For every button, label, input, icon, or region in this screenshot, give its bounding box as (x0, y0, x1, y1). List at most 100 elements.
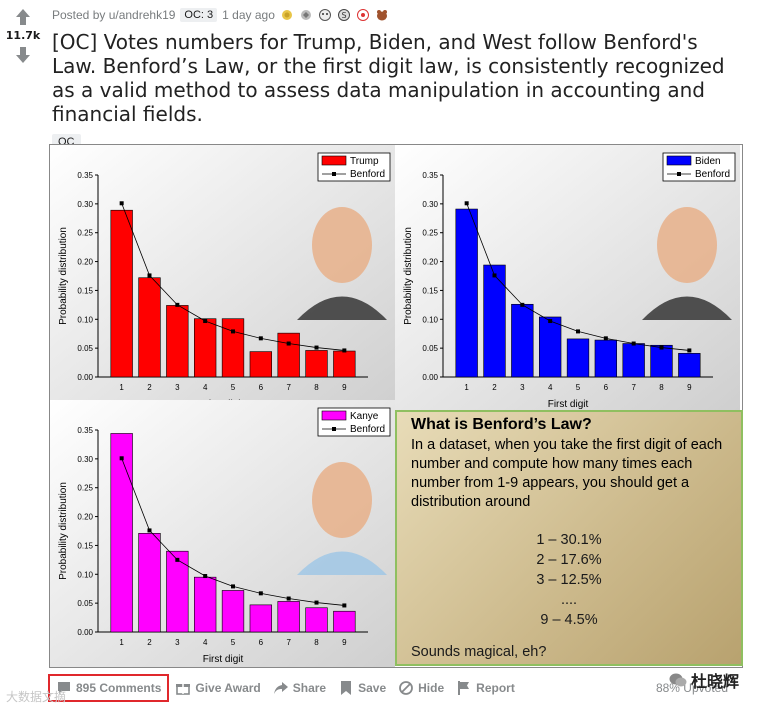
legend-label: Benford (350, 424, 385, 435)
y-axis-label: Probability distribution (58, 482, 69, 580)
post-actions: 895 Comments Give Award Share Save Hide … (48, 674, 758, 702)
benford-point (342, 603, 347, 608)
vote-score: 11.7k (5, 29, 41, 42)
save-button[interactable]: Save (332, 676, 392, 700)
bar (166, 305, 189, 378)
x-tick-label: 3 (520, 383, 525, 392)
report-button[interactable]: Report (450, 676, 521, 700)
bar (539, 316, 562, 378)
benford-point (576, 329, 580, 334)
x-tick-label: 6 (259, 638, 264, 647)
award-icon[interactable] (280, 8, 294, 22)
y-tick-label: 0.15 (77, 286, 93, 295)
comments-button[interactable]: 895 Comments (48, 674, 170, 702)
chart-kanye-svg: 0.00 0.05 0.10 0.15 0.20 0.25 0.30 0.35 Probabil… (50, 400, 395, 667)
x-tick-label: 1 (464, 383, 469, 392)
bar (249, 604, 272, 633)
x-axis-label: First digit (548, 399, 589, 410)
y-tick-label: 0.35 (77, 171, 93, 180)
give-award-button[interactable]: Give Award (169, 676, 266, 700)
x-tick-label: 4 (203, 383, 208, 392)
wechat-icon (669, 673, 687, 687)
benford-point (548, 319, 553, 324)
bar (138, 277, 161, 378)
benford-point (286, 596, 291, 601)
share-icon (273, 682, 288, 694)
legend-marker (332, 172, 336, 176)
legend-swatch (321, 410, 347, 421)
bar (305, 350, 328, 378)
portrait-body (642, 296, 732, 320)
benford-point (175, 302, 180, 307)
posted-by[interactable]: Posted by u/andrehk19 (52, 8, 176, 22)
hide-button[interactable]: Hide (392, 676, 450, 700)
x-tick-label: 2 (492, 383, 497, 392)
award-icon[interactable] (375, 8, 389, 22)
x-tick-label: 9 (342, 638, 347, 647)
x-tick-label: 2 (147, 383, 152, 392)
bookmark-icon (341, 681, 352, 695)
legend-marker (677, 172, 681, 176)
x-axis-label: First digit (203, 654, 244, 665)
x-tick-label: 2 (147, 638, 152, 647)
benford-point (147, 273, 152, 278)
bar (594, 339, 617, 378)
y-tick-label: 0.20 (77, 258, 93, 267)
downvote-arrow-icon[interactable] (15, 46, 31, 64)
info-value: 3 – 12.5% (536, 572, 602, 588)
give-award-label: Give Award (195, 681, 261, 695)
vote-column: 11.7k (0, 0, 46, 64)
info-tail: Sounds magical, eh? (411, 644, 547, 660)
x-tick-label: 5 (576, 383, 581, 392)
benford-point (286, 341, 291, 346)
legend-swatch (666, 155, 692, 166)
upvote-arrow-icon[interactable] (15, 8, 31, 26)
x-tick-label: 7 (286, 383, 291, 392)
y-tick-label: 0.00 (77, 373, 93, 382)
legend-label: Biden (695, 156, 721, 167)
bar (277, 332, 300, 378)
post-time[interactable]: 1 day ago (222, 8, 275, 22)
y-tick-label: 0.05 (77, 344, 93, 353)
x-tick-label: 6 (604, 383, 609, 392)
y-tick-label: 0.30 (77, 455, 93, 464)
legend-marker (332, 427, 336, 431)
y-tick-label: 0.10 (422, 315, 438, 324)
benford-info-box: What is Benford’s Law? In a dataset, whe… (395, 410, 743, 666)
award-icon[interactable]: S (337, 8, 351, 22)
watermark-right-text: 杜晓辉 (690, 672, 739, 691)
y-axis-label: Probability distribution (403, 227, 414, 325)
x-tick-label: 9 (687, 383, 692, 392)
benford-point (203, 574, 208, 579)
award-icon[interactable] (318, 8, 332, 22)
bar (455, 208, 478, 378)
info-value: 1 – 30.1% (536, 532, 602, 548)
benford-point (603, 336, 608, 341)
award-icon[interactable] (356, 8, 370, 22)
y-tick-label: 0.20 (422, 258, 438, 267)
info-value: 9 – 4.5% (540, 612, 598, 628)
hide-label: Hide (418, 681, 445, 695)
bar (566, 338, 590, 378)
bar (483, 264, 506, 378)
bar (511, 303, 534, 378)
x-tick-label: 3 (175, 638, 180, 647)
legend-label: Benford (350, 169, 385, 180)
benford-point (119, 456, 124, 461)
x-tick-label: 7 (631, 383, 636, 392)
y-tick-label: 0.00 (422, 373, 438, 382)
y-tick-label: 0.15 (77, 541, 93, 550)
legend-swatch (321, 155, 347, 166)
y-tick-label: 0.25 (77, 229, 93, 238)
x-tick-label: 3 (175, 383, 180, 392)
save-label: Save (358, 681, 387, 695)
y-tick-label: 0.35 (77, 426, 93, 435)
info-value: .... (560, 592, 578, 608)
benford-point (258, 591, 263, 596)
award-icon[interactable] (299, 8, 313, 22)
legend-label: Benford (695, 169, 730, 180)
share-button[interactable]: Share (267, 676, 332, 700)
portrait-face (312, 462, 372, 538)
bar (221, 590, 245, 633)
post-title[interactable]: [OC] Votes numbers for Trump, Biden, and… (52, 30, 725, 126)
